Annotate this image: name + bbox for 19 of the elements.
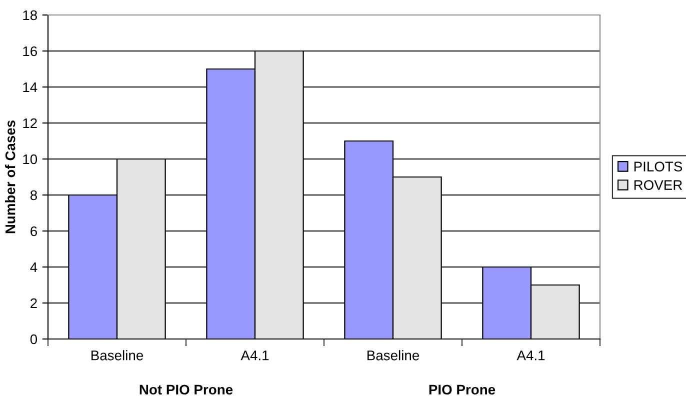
y-tick-label: 4 — [30, 262, 38, 272]
y-tick-label: 12 — [23, 118, 37, 128]
y-tick-label: 16 — [23, 46, 37, 56]
y-axis-title: Number of Cases — [5, 120, 16, 234]
y-tick-label: 0 — [30, 334, 38, 344]
x-tick-label: Baseline — [92, 350, 144, 360]
x-tick-label: A4.1 — [240, 350, 269, 360]
y-tick-label: 18 — [23, 10, 37, 20]
text: PIO Prone — [429, 384, 496, 395]
legend-label: PILOTS — [634, 162, 682, 172]
text: Not PIO Prone — [140, 384, 233, 395]
y-tick-label: 10 — [23, 154, 38, 164]
y-tick-label: 14 — [23, 82, 38, 92]
x-tick-label: Baseline — [368, 350, 420, 360]
legend-label: ROVER — [634, 180, 682, 190]
y-tick-label: 2 — [30, 298, 37, 308]
y-tick-label: 8 — [30, 190, 37, 200]
x-tick-label: A4.1 — [516, 350, 545, 360]
y-tick-label: 6 — [30, 226, 37, 236]
